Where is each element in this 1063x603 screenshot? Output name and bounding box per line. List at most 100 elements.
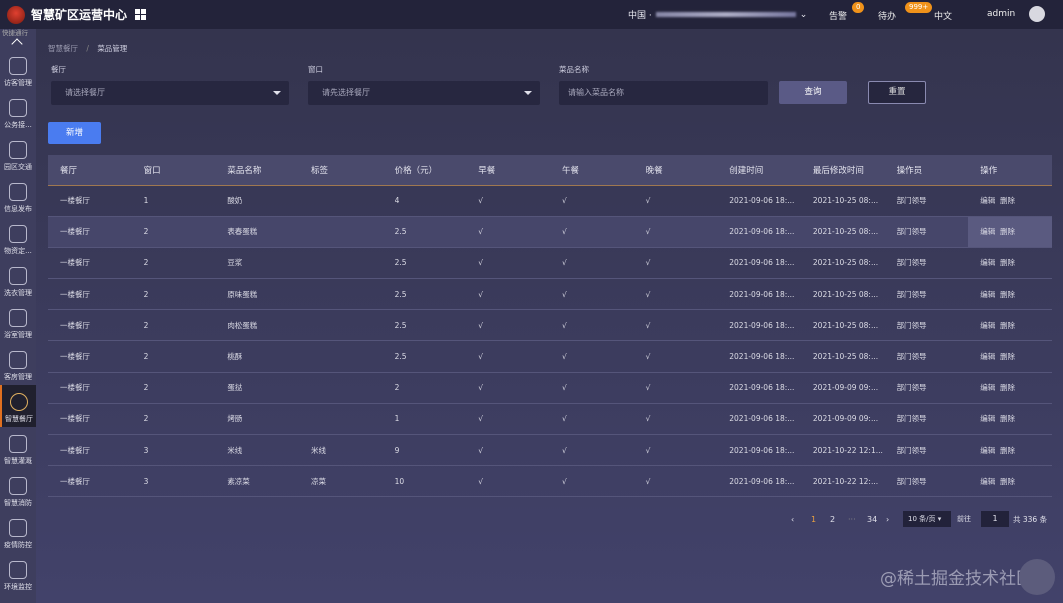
table-cell — [298, 403, 383, 436]
logo-icon — [7, 5, 25, 24]
edit-link[interactable]: 编辑 — [980, 258, 996, 268]
edit-link[interactable]: 编辑 — [980, 414, 996, 424]
sidebar-item-label: 洗衣管理 — [4, 289, 32, 297]
avatar[interactable] — [1029, 6, 1045, 22]
table-cell: 1 — [131, 185, 216, 217]
page-34[interactable]: 34 — [867, 514, 878, 524]
sidebar-item-11[interactable]: 疫情防控 — [0, 511, 36, 553]
delete-link[interactable]: 删除 — [1000, 258, 1015, 268]
location-blurred[interactable] — [655, 12, 796, 17]
column-header: 价格（元） — [382, 155, 467, 186]
delete-link[interactable]: 删除 — [1000, 414, 1015, 424]
restaurant-select[interactable]: 请选择餐厅 — [51, 81, 289, 105]
settings-fab-icon[interactable] — [1019, 559, 1055, 595]
table-cell — [298, 309, 383, 342]
page-ellipsis[interactable]: ··· — [848, 514, 856, 524]
dish-placeholder: 请输入菜品名称 — [568, 88, 624, 97]
actions-cell: 编辑 删除 — [968, 340, 1052, 373]
sidebar-item-label: 浴室管理 — [4, 331, 32, 339]
delete-link[interactable]: 删除 — [1000, 352, 1015, 362]
sidebar-item-8[interactable]: 智慧餐厅 — [0, 385, 36, 427]
table-row: 一楼餐厅 2 豆浆 2.5 √ √ √ 2021-09-06 18:... 2021-10-25… — [48, 247, 1052, 280]
sidebar: 快捷通行 访客管理 公务接... 园区交通 信息发布 物资定... 洗衣管理 浴室管理 客房管… — [0, 29, 36, 603]
reset-button[interactable]: 重置 — [868, 81, 926, 104]
sidebar-item-7[interactable]: 客房管理 — [0, 343, 36, 385]
column-header: 午餐 — [549, 155, 634, 186]
page-1[interactable]: 1 — [811, 514, 817, 524]
todo-menu[interactable]: 待办 — [878, 12, 897, 22]
top-bar: 智慧矿区运营中心 — [0, 0, 1063, 29]
sidebar-item-0[interactable]: 访客管理 — [0, 49, 36, 91]
delete-link[interactable]: 删除 — [1000, 383, 1015, 393]
table-cell: 2021-09-06 18:... — [717, 403, 801, 436]
sidebar-item-9[interactable]: 智慧灌溉 — [0, 427, 36, 469]
user-menu[interactable]: admin — [987, 9, 1016, 19]
edit-link[interactable]: 编辑 — [980, 227, 996, 237]
page-size-select[interactable]: 10 条/页 ▾ — [903, 511, 951, 527]
table-cell: 一楼餐厅 — [48, 215, 132, 248]
prev-page-button[interactable]: ‹ — [791, 514, 795, 524]
page-2[interactable]: 2 — [830, 514, 836, 524]
edit-link[interactable]: 编辑 — [980, 352, 996, 362]
restaurant-placeholder: 请选择餐厅 — [65, 88, 105, 97]
sidebar-item-3[interactable]: 信息发布 — [0, 175, 36, 217]
sidebar-item-5[interactable]: 洗衣管理 — [0, 259, 36, 301]
delete-link[interactable]: 删除 — [1000, 289, 1015, 299]
table-cell — [298, 247, 383, 280]
chevron-up-icon[interactable] — [11, 38, 23, 50]
actions-cell: 编辑 删除 — [968, 215, 1052, 248]
table-cell — [298, 372, 383, 404]
sidebar-item-10[interactable]: 智慧消防 — [0, 469, 36, 511]
sidebar-item-1[interactable]: 公务接... — [0, 91, 36, 133]
sidebar-item-12[interactable]: 环境监控 — [0, 553, 36, 595]
dish-name-input[interactable]: 请输入菜品名称 — [559, 81, 768, 105]
table-cell: 2021-09-06 18:... — [717, 309, 801, 342]
delete-link[interactable]: 删除 — [1000, 445, 1015, 455]
goto-input[interactable]: 1 — [981, 511, 1009, 527]
actions-cell: 编辑 删除 — [968, 403, 1052, 436]
delete-link[interactable]: 删除 — [1000, 320, 1015, 330]
total-count: 共 336 条 — [1013, 514, 1048, 524]
edit-link[interactable]: 编辑 — [980, 196, 996, 206]
table-cell: 部门领导 — [884, 403, 969, 436]
table-cell: 2.5 — [382, 247, 467, 280]
breadcrumb-parent[interactable]: 智慧餐厅 — [48, 44, 78, 53]
edit-link[interactable]: 编辑 — [980, 320, 996, 330]
table-cell: √ — [466, 185, 550, 217]
sidebar-item-2[interactable]: 园区交通 — [0, 133, 36, 175]
edit-link[interactable]: 编辑 — [980, 289, 996, 299]
edit-link[interactable]: 编辑 — [980, 476, 996, 486]
chevron-down-icon[interactable]: ⌄ — [799, 9, 808, 20]
window-select[interactable]: 请先选择餐厅 — [308, 81, 540, 105]
column-header: 创建时间 — [717, 155, 801, 186]
table-cell: 酸奶 — [215, 185, 299, 217]
sidebar-item-4[interactable]: 物资定... — [0, 217, 36, 259]
query-button[interactable]: 查询 — [779, 81, 847, 104]
sidebar-item-6[interactable]: 浴室管理 — [0, 301, 36, 343]
add-button[interactable]: 新增 — [48, 122, 101, 144]
column-header: 早餐 — [466, 155, 550, 186]
sidebar-item-label: 疫情防控 — [4, 541, 32, 549]
table-cell: √ — [549, 403, 634, 436]
language-menu[interactable]: 中文 — [934, 12, 953, 22]
alarm-menu[interactable]: 告警 — [829, 12, 848, 22]
sidebar-item-label: 园区交通 — [4, 163, 32, 171]
table-cell: 2 — [131, 403, 216, 436]
delete-link[interactable]: 删除 — [1000, 476, 1015, 486]
building-icon — [9, 351, 27, 369]
table-cell: 2 — [382, 372, 467, 404]
table-cell: 2.5 — [382, 215, 467, 248]
delete-link[interactable]: 删除 — [1000, 196, 1015, 206]
actions-cell: 编辑 删除 — [968, 185, 1052, 217]
edit-link[interactable]: 编辑 — [980, 445, 996, 455]
table-cell: 2021-10-25 08:... — [800, 215, 885, 248]
table-cell: √ — [633, 185, 718, 217]
table-cell: √ — [466, 465, 550, 498]
next-page-button[interactable]: › — [886, 514, 890, 524]
table-cell: 3 — [131, 434, 216, 467]
apps-grid-icon[interactable] — [135, 9, 147, 20]
sidebar-item-label: 智慧餐厅 — [5, 415, 33, 423]
table-cell: 10 — [382, 465, 467, 498]
delete-link[interactable]: 删除 — [1000, 227, 1015, 237]
edit-link[interactable]: 编辑 — [980, 383, 996, 393]
